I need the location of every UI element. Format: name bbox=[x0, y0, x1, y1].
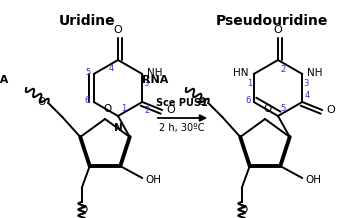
Text: O: O bbox=[326, 105, 335, 115]
Text: OH: OH bbox=[305, 175, 321, 185]
Text: Uridine: Uridine bbox=[59, 14, 115, 28]
Text: 3: 3 bbox=[303, 79, 309, 88]
Text: 5: 5 bbox=[280, 104, 285, 113]
Text: NH: NH bbox=[147, 68, 163, 78]
Text: 2 h, 30ºC: 2 h, 30ºC bbox=[159, 123, 205, 133]
Text: 2: 2 bbox=[144, 106, 149, 115]
Text: N: N bbox=[114, 123, 122, 133]
Text: 4: 4 bbox=[109, 64, 114, 73]
Text: 1: 1 bbox=[121, 104, 126, 113]
Text: O: O bbox=[240, 205, 248, 215]
Text: O: O bbox=[79, 205, 88, 215]
Text: Sce PUS1: Sce PUS1 bbox=[156, 98, 208, 108]
Text: O: O bbox=[103, 104, 111, 114]
Text: 5: 5 bbox=[85, 68, 91, 77]
Text: 2: 2 bbox=[280, 65, 285, 74]
Text: 1: 1 bbox=[247, 79, 253, 88]
Text: O: O bbox=[263, 104, 271, 114]
Text: 6: 6 bbox=[84, 95, 90, 104]
Text: O: O bbox=[166, 105, 175, 115]
Text: HN: HN bbox=[233, 68, 249, 78]
Text: RNA: RNA bbox=[0, 75, 8, 85]
Text: O: O bbox=[197, 97, 205, 107]
Text: O: O bbox=[114, 25, 122, 35]
Text: OH: OH bbox=[145, 175, 161, 185]
Text: O: O bbox=[274, 25, 282, 35]
Text: NH: NH bbox=[307, 68, 323, 78]
Text: 6: 6 bbox=[245, 95, 251, 104]
Text: 3: 3 bbox=[143, 79, 149, 88]
Text: RNA: RNA bbox=[142, 75, 168, 85]
Text: O: O bbox=[37, 97, 45, 107]
Text: Pseudouridine: Pseudouridine bbox=[216, 14, 328, 28]
Text: 4: 4 bbox=[304, 91, 309, 100]
